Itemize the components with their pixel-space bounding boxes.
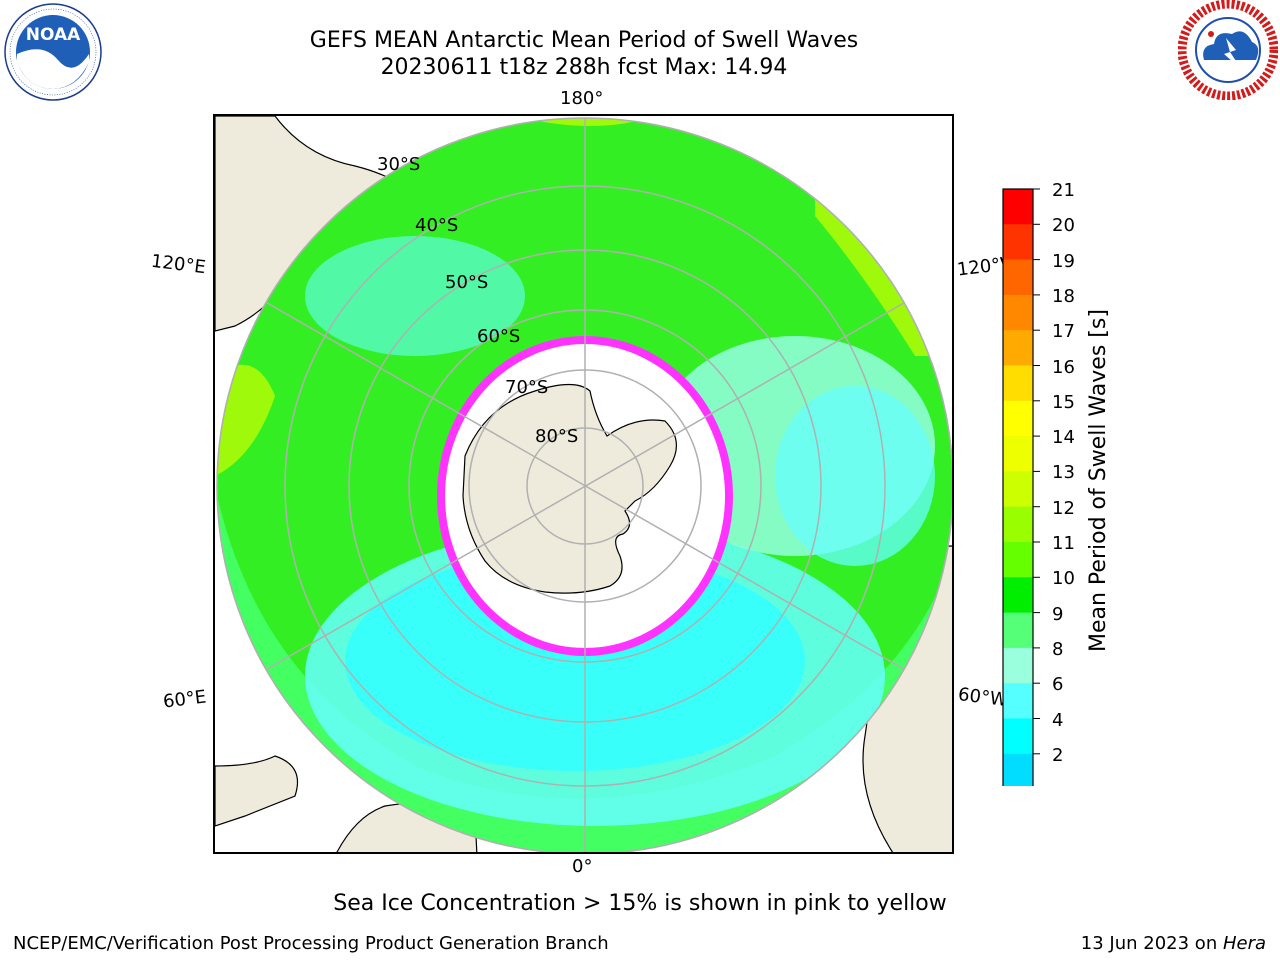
colorbar-tick-label: 6 <box>1052 674 1064 696</box>
sea-ice-note: Sea Ice Concentration > 15% is shown in … <box>333 891 947 916</box>
colorbar-tick-label: 17 <box>1052 321 1075 343</box>
lon-label-120e: 120°E <box>149 250 207 279</box>
colorbar-band <box>1003 189 1033 225</box>
colorbar-tick-label: 15 <box>1052 391 1075 413</box>
colorbar-band <box>1003 365 1033 402</box>
footer-host: Hera <box>1222 933 1266 954</box>
colorbar <box>1000 186 1040 821</box>
graticule <box>217 118 952 852</box>
colorbar-tick-label: 21 <box>1052 180 1075 201</box>
footer-credit: NCEP/EMC/Verification Post Processing Pr… <box>13 933 609 954</box>
colorbar-band <box>1003 718 1033 755</box>
colorbar-band <box>1003 330 1033 366</box>
colorbar-tick-label: 13 <box>1052 462 1075 484</box>
colorbar-tick-label: 20 <box>1052 215 1075 237</box>
colorbar-tick-label: 19 <box>1052 250 1075 272</box>
nws-logo <box>1177 0 1279 101</box>
chart-subtitle: 20230611 t18z 288h fcst Max: 14.94 <box>380 55 788 80</box>
lon-label-60e: 60°E <box>161 686 208 713</box>
colorbar-band <box>1003 577 1033 614</box>
colorbar-ticks: 21 20 19 18 17 16 15 14 13 12 11 10 9 8 6 4 2 <box>1052 180 1112 770</box>
colorbar-band <box>1003 471 1033 508</box>
lat-label-70s: 70°S <box>505 377 548 398</box>
lon-label-0: 0° <box>572 856 593 877</box>
colorbar-tick-label: 9 <box>1052 603 1064 625</box>
land-madagascar <box>215 755 299 827</box>
colorbar-tick-label: 16 <box>1052 356 1075 378</box>
lat-label-80s: 80°S <box>535 426 578 447</box>
colorbar-band <box>1003 647 1033 684</box>
footer-date: 13 Jun 2023 on Hera <box>1081 933 1266 954</box>
colorbar-tick-label: 12 <box>1052 497 1075 519</box>
colorbar-band <box>1003 612 1033 649</box>
colorbar-band <box>1003 506 1033 543</box>
colorbar-label: Mean Period of Swell Waves [s] <box>1086 309 1111 652</box>
colorbar-tick-label: 18 <box>1052 285 1075 307</box>
colorbar-band <box>1003 259 1033 296</box>
lat-label-30s: 30°S <box>377 154 420 175</box>
polar-map: 30°S 40°S 50°S 60°S 70°S 80°S <box>213 114 954 854</box>
colorbar-tick-label: 4 <box>1052 709 1064 731</box>
colorbar-band <box>1003 224 1033 261</box>
noaa-logo: NOAA <box>3 2 103 102</box>
colorbar-band <box>1003 436 1033 472</box>
colorbar-band <box>1003 753 1033 790</box>
colorbar-tick-label: 2 <box>1052 744 1064 766</box>
colorbar-band <box>1003 542 1033 578</box>
colorbar-band <box>1003 683 1033 719</box>
lon-label-180: 180° <box>560 88 604 109</box>
colorbar-band <box>1003 294 1033 331</box>
footer-date-text: 13 Jun 2023 on <box>1080 933 1223 954</box>
colorbar-tick-label: 10 <box>1052 568 1075 590</box>
lat-label-60s: 60°S <box>477 326 520 347</box>
colorbar-tick-label: 11 <box>1052 533 1075 554</box>
colorbar-tick-label: 8 <box>1052 638 1064 660</box>
colorbar-band <box>1003 400 1033 437</box>
land-antarctica <box>462 383 677 594</box>
lat-label-40s: 40°S <box>415 215 458 236</box>
chart-title: GEFS MEAN Antarctic Mean Period of Swell… <box>309 28 859 53</box>
noaa-logo-text: NOAA <box>26 25 81 45</box>
lat-label-50s: 50°S <box>445 272 488 293</box>
colorbar-tick-label: 14 <box>1052 427 1075 449</box>
